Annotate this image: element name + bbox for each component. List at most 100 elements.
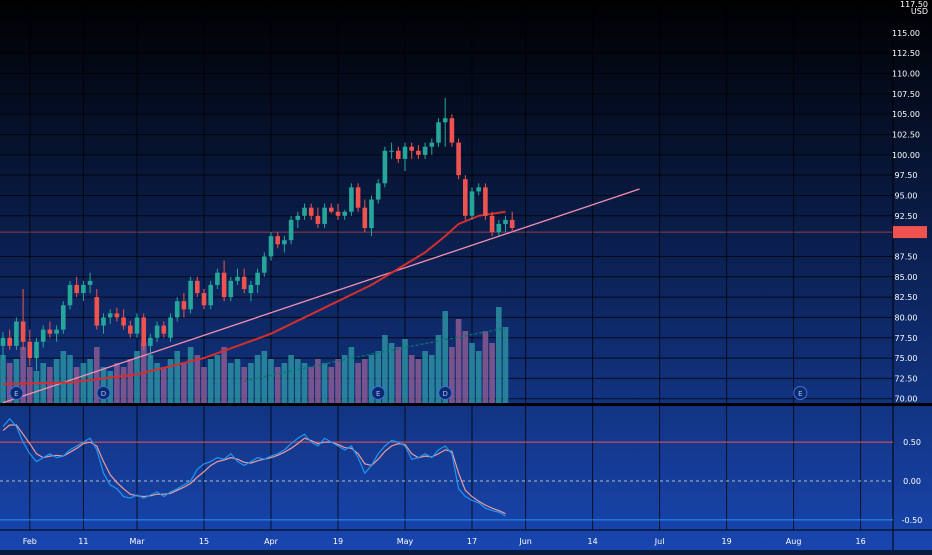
candle-body[interactable]	[107, 313, 113, 318]
volume-bar	[20, 347, 26, 403]
candle-body[interactable]	[134, 317, 140, 334]
candle-body[interactable]	[268, 236, 274, 257]
candle-body[interactable]	[489, 215, 495, 233]
candle-body[interactable]	[442, 118, 448, 123]
trendline[interactable]	[2, 188, 640, 404]
candle-body[interactable]	[20, 321, 26, 342]
candle-body[interactable]	[114, 313, 120, 318]
candle-body[interactable]	[101, 317, 106, 326]
oscillator-d-line	[2, 424, 506, 515]
candle-body[interactable]	[463, 179, 468, 216]
candle-body[interactable]	[476, 187, 481, 192]
candle-body[interactable]	[483, 187, 488, 216]
candle-body[interactable]	[416, 150, 421, 155]
candle-body[interactable]	[315, 215, 321, 224]
candle-body[interactable]	[295, 215, 301, 220]
candle-body[interactable]	[248, 284, 254, 294]
candle-body[interactable]	[195, 280, 200, 294]
candle-body[interactable]	[275, 236, 280, 245]
candle-body[interactable]	[469, 191, 475, 216]
candle-body[interactable]	[329, 207, 334, 212]
candle-body[interactable]	[456, 142, 461, 176]
candle-body[interactable]	[14, 321, 19, 346]
candle-body[interactable]	[201, 293, 207, 306]
candle-body[interactable]	[154, 325, 160, 338]
candle-body[interactable]	[322, 207, 327, 224]
candle-body[interactable]	[509, 219, 515, 228]
candle-body[interactable]	[0, 337, 6, 346]
candle-body[interactable]	[255, 272, 260, 285]
candle-body[interactable]	[161, 325, 167, 334]
candle-body[interactable]	[396, 150, 401, 159]
candle-body[interactable]	[27, 341, 33, 359]
candle-body[interactable]	[121, 317, 126, 326]
candle-body[interactable]	[208, 284, 213, 306]
candle-body[interactable]	[74, 284, 79, 294]
candle-body[interactable]	[181, 301, 187, 310]
candle-body[interactable]	[422, 146, 428, 155]
candle-body[interactable]	[47, 329, 53, 334]
candle-body[interactable]	[128, 325, 133, 334]
candle-body[interactable]	[282, 240, 287, 245]
candle-body[interactable]	[308, 207, 314, 216]
volume-bar	[94, 347, 100, 403]
candle-body[interactable]	[402, 146, 408, 159]
candle-body[interactable]	[302, 207, 307, 216]
oscillator-tick-label: 0.50	[903, 438, 921, 447]
candle-body[interactable]	[496, 223, 502, 233]
candle-body[interactable]	[215, 272, 220, 285]
volume-bar	[221, 347, 227, 403]
candles[interactable]	[0, 97, 515, 371]
candle-body[interactable]	[449, 118, 455, 143]
candle-body[interactable]	[241, 276, 247, 289]
candle-body[interactable]	[54, 329, 59, 334]
candle-body[interactable]	[141, 317, 146, 346]
candle-body[interactable]	[355, 187, 361, 208]
volume-bar	[355, 363, 361, 403]
candle-body[interactable]	[342, 211, 347, 216]
candle-body[interactable]	[188, 280, 193, 310]
candle-body[interactable]	[382, 150, 388, 184]
candle-body[interactable]	[335, 211, 341, 216]
candle-body[interactable]	[148, 337, 153, 346]
candle-body[interactable]	[67, 284, 73, 306]
candle-body[interactable]	[81, 284, 86, 294]
candle-body[interactable]	[94, 297, 100, 326]
candle-body[interactable]	[262, 256, 267, 273]
event-marker[interactable]	[9, 386, 24, 400]
event-marker[interactable]	[96, 386, 111, 400]
candle-body[interactable]	[235, 276, 240, 281]
candle-body[interactable]	[40, 329, 46, 342]
candle-body[interactable]	[34, 341, 39, 359]
oscillator-pane[interactable]	[0, 417, 893, 521]
candle-body[interactable]	[168, 317, 173, 338]
candle-body[interactable]	[429, 142, 435, 147]
candle-body[interactable]	[7, 337, 12, 346]
candle-body[interactable]	[375, 183, 381, 200]
candle-body[interactable]	[503, 219, 508, 224]
volume-bar	[301, 363, 308, 403]
candle-body[interactable]	[369, 199, 374, 228]
candle-body[interactable]	[349, 187, 354, 212]
candle-body[interactable]	[61, 305, 66, 330]
volume-bar	[67, 355, 73, 403]
event-marker[interactable]	[438, 386, 453, 400]
volume-bar	[228, 363, 234, 403]
candle-body[interactable]	[228, 280, 234, 298]
event-marker[interactable]	[793, 386, 808, 400]
volume-bar	[321, 363, 328, 403]
candle-body[interactable]	[436, 122, 441, 143]
candle-body[interactable]	[221, 272, 227, 298]
candle-body[interactable]	[174, 301, 180, 318]
candle-body[interactable]	[288, 219, 294, 241]
event-marker[interactable]	[371, 386, 386, 400]
oscillator-tick-label: -0.50	[902, 516, 923, 525]
candle-body[interactable]	[389, 150, 394, 152]
candle-body[interactable]	[87, 280, 93, 285]
candle-body[interactable]	[362, 207, 368, 228]
candle-body[interactable]	[409, 146, 414, 151]
